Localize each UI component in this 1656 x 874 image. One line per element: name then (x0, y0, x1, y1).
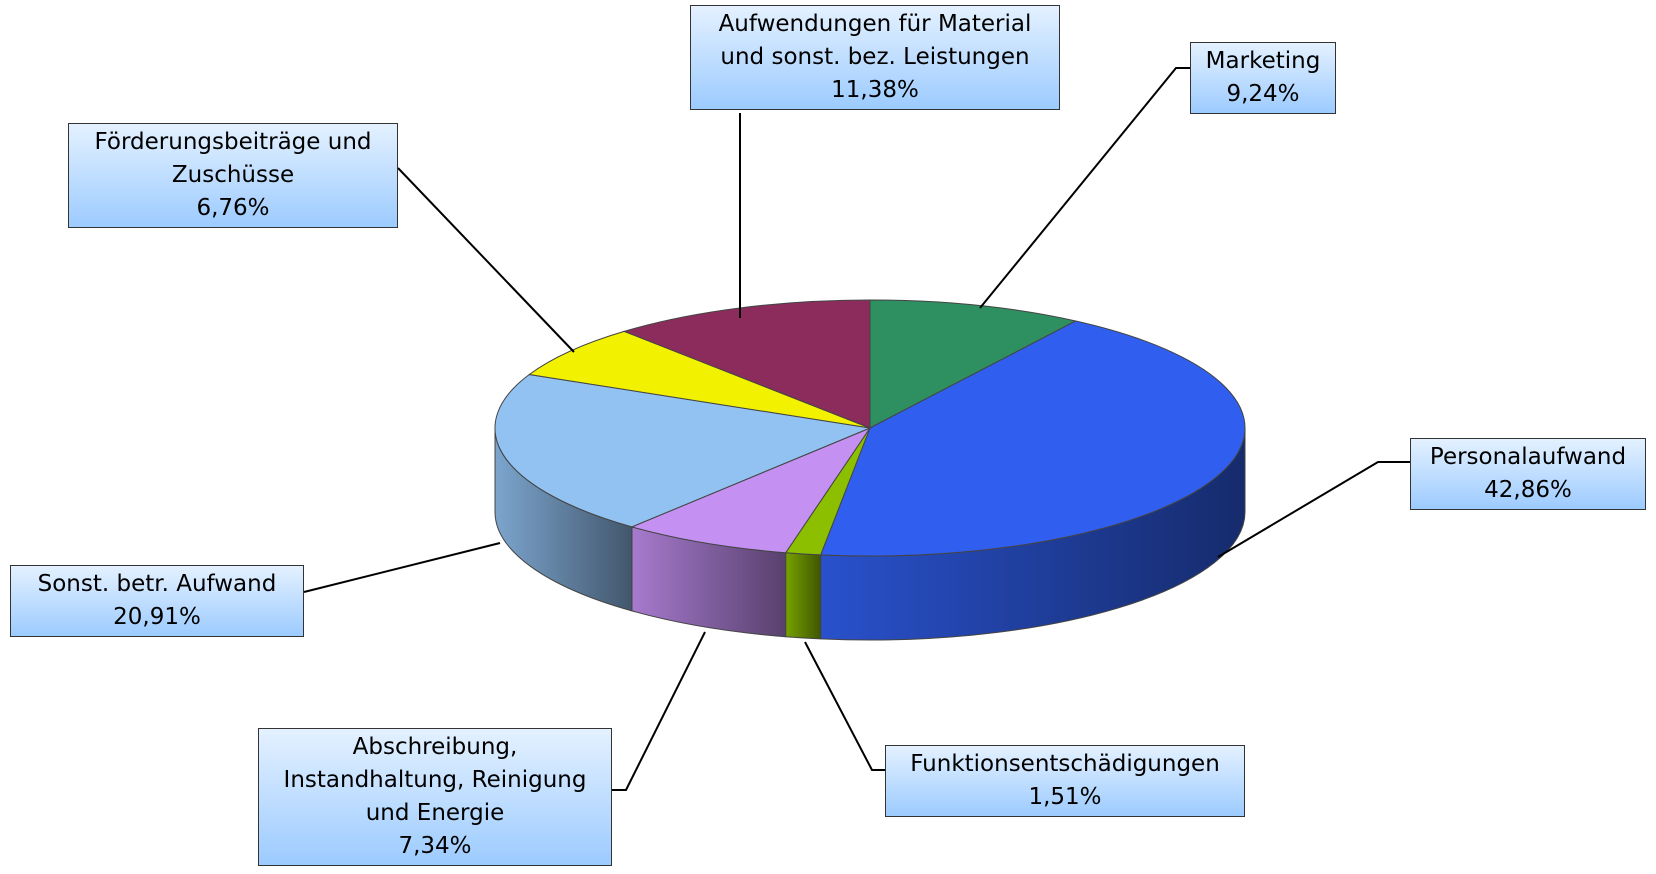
slice-name: Förderungsbeiträge und Zuschüsse (94, 129, 372, 188)
slice-value-label: 6,76% (196, 195, 270, 221)
leader-line (612, 631, 706, 791)
label-box: Marketing 9,24% (1190, 42, 1336, 114)
leader-line (979, 67, 1190, 309)
slice-value-label: 11,38% (831, 77, 919, 103)
leader-line (303, 542, 501, 593)
slice-value-label: 9,24% (1226, 81, 1300, 107)
slice (494, 373, 872, 528)
leader-line (1217, 461, 1410, 558)
label-box: Aufwendungen für Material und sonst. bez… (690, 5, 1060, 110)
slice-name: Personalaufwand (1429, 444, 1627, 470)
label-box: Funktionsentschädigungen 1,51% (885, 745, 1245, 817)
slice-name: Abschreibung, Instandhaltung, Reinigung … (283, 734, 587, 826)
leader-line (804, 641, 885, 771)
slice (869, 299, 1078, 429)
slice-value-label: 7,34% (398, 833, 472, 859)
label-box: Förderungsbeiträge und Zuschüsse 6,76% (68, 123, 398, 228)
slice-name: Aufwendungen für Material und sonst. bez… (718, 11, 1032, 70)
leader-line (397, 167, 575, 353)
slice-value-label: 1,51% (1028, 784, 1102, 810)
label-box: Abschreibung, Instandhaltung, Reinigung … (258, 728, 612, 866)
slice-name: Sonst. betr. Aufwand (37, 571, 277, 597)
slice-value-label: 42,86% (1484, 477, 1572, 503)
slice (622, 299, 871, 429)
slice-value-label: 20,91% (113, 604, 201, 630)
slice (528, 330, 871, 429)
label-box: Personalaufwand 42,86% (1410, 438, 1646, 510)
slice-name: Marketing (1205, 48, 1321, 74)
slice (630, 426, 872, 554)
label-box: Sonst. betr. Aufwand 20,91% (10, 565, 304, 637)
slice-name: Funktionsentschädigungen (910, 751, 1220, 777)
slice (819, 320, 1246, 557)
slice-side (785, 552, 822, 640)
